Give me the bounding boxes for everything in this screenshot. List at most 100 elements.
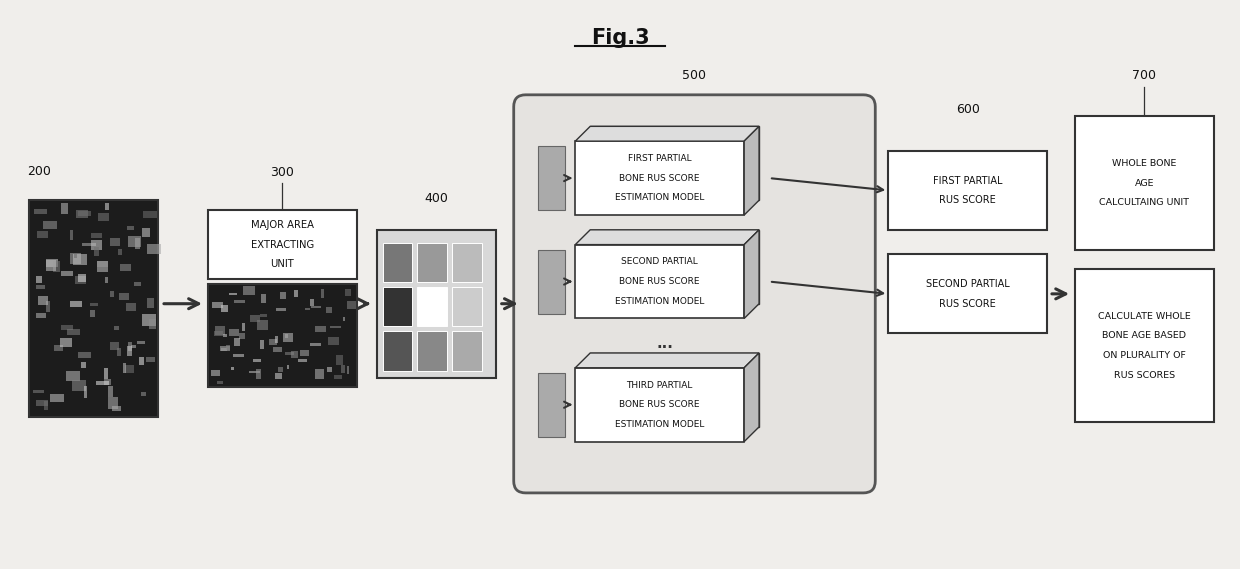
FancyBboxPatch shape [98,213,109,221]
FancyBboxPatch shape [257,320,268,330]
FancyBboxPatch shape [134,282,141,286]
FancyBboxPatch shape [73,254,87,265]
FancyBboxPatch shape [315,326,326,332]
FancyBboxPatch shape [217,381,222,384]
FancyBboxPatch shape [78,212,92,216]
FancyBboxPatch shape [211,370,219,376]
FancyBboxPatch shape [215,331,223,336]
FancyBboxPatch shape [383,242,413,282]
FancyBboxPatch shape [274,336,278,343]
FancyBboxPatch shape [128,225,134,229]
Text: ESTIMATION MODEL: ESTIMATION MODEL [615,193,704,203]
FancyBboxPatch shape [43,221,57,229]
FancyBboxPatch shape [226,345,229,351]
FancyBboxPatch shape [336,356,342,365]
FancyBboxPatch shape [239,333,244,339]
FancyBboxPatch shape [35,209,47,215]
Text: BONE RUS SCORE: BONE RUS SCORE [620,400,701,409]
FancyBboxPatch shape [283,333,293,342]
FancyBboxPatch shape [277,308,285,311]
Polygon shape [590,126,759,200]
FancyBboxPatch shape [330,326,341,328]
FancyBboxPatch shape [119,293,129,300]
FancyBboxPatch shape [114,325,119,330]
FancyBboxPatch shape [221,304,228,312]
Polygon shape [744,126,759,215]
FancyBboxPatch shape [123,363,126,373]
FancyBboxPatch shape [43,401,48,410]
FancyBboxPatch shape [53,345,63,352]
Text: AGE: AGE [1135,179,1154,188]
FancyBboxPatch shape [135,238,140,249]
FancyBboxPatch shape [326,307,331,314]
FancyBboxPatch shape [46,301,50,312]
FancyBboxPatch shape [285,334,288,338]
FancyBboxPatch shape [46,260,57,271]
FancyBboxPatch shape [125,365,134,373]
FancyBboxPatch shape [345,290,351,296]
FancyBboxPatch shape [305,308,310,310]
Text: WHOLE BONE: WHOLE BONE [1112,159,1177,168]
Text: BONE RUS SCORE: BONE RUS SCORE [620,174,701,183]
Text: FIRST PARTIAL: FIRST PARTIAL [627,154,692,163]
FancyBboxPatch shape [146,244,161,254]
Text: Fig.3: Fig.3 [590,28,650,48]
FancyBboxPatch shape [453,242,482,282]
Text: RUS SCORE: RUS SCORE [939,299,996,309]
FancyBboxPatch shape [242,323,246,331]
FancyBboxPatch shape [128,343,131,351]
Text: BONE AGE BASED: BONE AGE BASED [1102,331,1187,340]
FancyBboxPatch shape [36,400,48,406]
FancyBboxPatch shape [291,351,298,358]
FancyBboxPatch shape [513,95,875,493]
FancyBboxPatch shape [92,241,102,250]
FancyBboxPatch shape [74,254,77,258]
FancyBboxPatch shape [377,230,496,378]
FancyBboxPatch shape [97,267,108,271]
FancyBboxPatch shape [82,362,86,368]
FancyBboxPatch shape [38,296,47,304]
FancyBboxPatch shape [104,379,110,385]
FancyBboxPatch shape [104,368,108,379]
Text: EXTRACTING: EXTRACTING [250,240,314,250]
FancyBboxPatch shape [888,151,1047,230]
FancyBboxPatch shape [229,293,237,295]
FancyBboxPatch shape [143,212,157,217]
FancyBboxPatch shape [36,313,46,318]
Text: 300: 300 [270,166,294,179]
FancyBboxPatch shape [69,230,73,240]
FancyBboxPatch shape [229,329,238,336]
FancyBboxPatch shape [91,303,98,307]
FancyBboxPatch shape [269,339,278,345]
FancyBboxPatch shape [61,203,68,214]
FancyBboxPatch shape [71,301,82,307]
FancyBboxPatch shape [453,331,482,371]
FancyBboxPatch shape [347,366,350,374]
FancyBboxPatch shape [119,265,131,270]
FancyBboxPatch shape [149,319,156,329]
Text: 700: 700 [1132,69,1157,82]
Text: CALCULATE WHOLE: CALCULATE WHOLE [1099,312,1190,320]
FancyBboxPatch shape [126,347,131,356]
Text: FIRST PARTIAL: FIRST PARTIAL [932,176,1002,185]
FancyBboxPatch shape [383,287,413,327]
Text: 500: 500 [682,69,707,82]
FancyBboxPatch shape [1075,117,1214,250]
Text: CALCULTAING UNIT: CALCULTAING UNIT [1100,198,1189,207]
FancyBboxPatch shape [453,287,482,327]
FancyBboxPatch shape [62,324,73,329]
FancyBboxPatch shape [300,349,310,356]
FancyBboxPatch shape [84,386,87,398]
FancyBboxPatch shape [67,329,79,335]
FancyBboxPatch shape [280,292,286,299]
FancyBboxPatch shape [538,373,565,437]
FancyBboxPatch shape [259,340,264,349]
FancyBboxPatch shape [109,291,114,297]
FancyBboxPatch shape [221,348,227,351]
FancyBboxPatch shape [327,367,332,372]
FancyBboxPatch shape [139,357,144,365]
Text: RUS SCORES: RUS SCORES [1114,370,1176,380]
FancyBboxPatch shape [538,250,565,314]
FancyBboxPatch shape [278,368,283,372]
FancyBboxPatch shape [321,288,324,298]
